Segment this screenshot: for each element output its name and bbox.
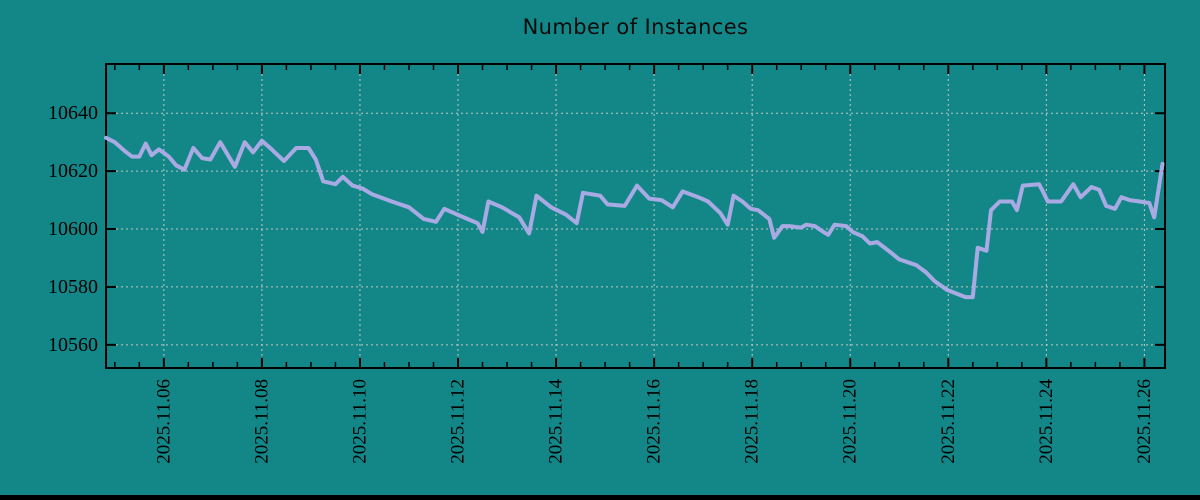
x-tick-label: 2025.11.26	[1134, 379, 1155, 464]
x-tick-label: 2025.11.22	[938, 379, 959, 464]
y-tick-label: 10600	[48, 218, 98, 240]
data-line	[104, 135, 1165, 300]
x-tick-label: 2025.11.16	[644, 379, 665, 464]
x-tick-label: 2025.11.10	[349, 379, 370, 464]
x-tick-label: 2025.11.24	[1036, 379, 1057, 464]
y-tick-label: 10640	[48, 102, 98, 124]
y-tick-label: 10560	[48, 334, 98, 356]
x-tick-label: 2025.11.12	[448, 379, 469, 464]
y-tick-label: 10580	[48, 276, 98, 298]
plot-frame	[105, 63, 1166, 369]
x-tick-label: 2025.11.08	[251, 379, 272, 464]
x-tick-label: 2025.11.18	[742, 379, 763, 464]
x-tick-label: 2025.11.20	[840, 379, 861, 464]
x-tick-label: 2025.11.06	[153, 379, 174, 464]
window-bottom-edge	[0, 495, 1200, 500]
chart-title: Number of Instances	[522, 15, 749, 39]
y-tick-label: 10620	[48, 160, 98, 182]
x-tick-label: 2025.11.14	[546, 379, 567, 464]
